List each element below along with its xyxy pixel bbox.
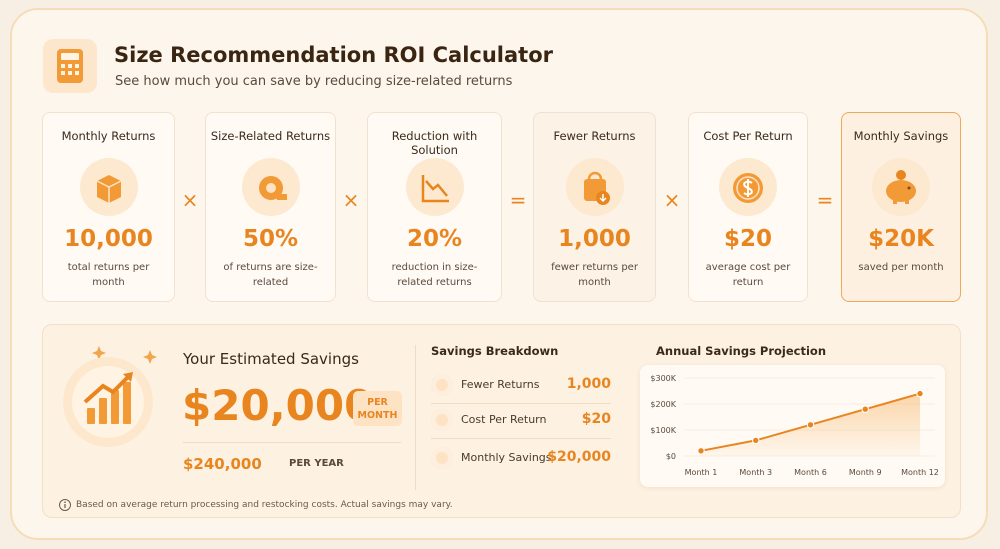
subtitle: See how much you can save by reducing si…	[115, 74, 513, 89]
breakdown-label: Fewer Returns	[461, 378, 540, 391]
period-badge: PER MONTH	[353, 391, 402, 426]
annual-amount: $240,000	[183, 455, 262, 473]
x-tick-label: Month 1	[685, 468, 718, 477]
breakdown-label: Monthly Savings	[461, 451, 552, 464]
annual-period: PER YEAR	[289, 458, 344, 469]
breakdown-value: $20	[581, 411, 611, 427]
operator: ×	[181, 188, 199, 212]
step-icon	[241, 158, 300, 216]
breakdown-icon	[431, 374, 453, 396]
step-caption: average cost per return	[705, 262, 791, 288]
step-label: Size-Related Returns	[210, 129, 331, 143]
x-tick-label: Month 3	[739, 468, 772, 477]
chart-title: Annual Savings Projection	[656, 344, 827, 358]
step-caption: total returns per month	[67, 262, 150, 288]
step-caption: saved per month	[858, 262, 944, 273]
step-label: Fewer Returns	[553, 129, 636, 143]
step-card: Fewer Returns 1,000 fewer returns per mont…	[533, 112, 656, 302]
savings-heading: Your Estimated Savings	[183, 350, 359, 368]
step-value: 10,000	[64, 226, 153, 252]
breakdown-value: $20,000	[547, 449, 611, 465]
title: Size Recommendation ROI Calculator	[114, 43, 553, 67]
step-label: Monthly Returns	[61, 129, 156, 143]
separator	[183, 442, 401, 443]
point	[861, 405, 869, 413]
point	[916, 389, 924, 398]
operator: =	[509, 188, 527, 212]
point	[697, 447, 705, 455]
step-card: Monthly Savings $20K saved per month	[841, 112, 961, 302]
point	[806, 421, 815, 429]
separator	[431, 403, 611, 404]
step-value: 1,000	[558, 226, 631, 252]
step-icon	[872, 158, 930, 216]
separator	[431, 438, 611, 439]
y-tick-label: $100K	[650, 426, 676, 435]
step-card: Reduction with Solution 20% reduction in s…	[367, 112, 502, 302]
step-caption: fewer returns per month	[551, 262, 638, 288]
step-caption: of returns are size-related	[223, 262, 318, 288]
step-card: Monthly Returns 10,000 total returns per m…	[42, 112, 175, 302]
step-label: Monthly Savings	[853, 129, 949, 143]
y-tick-label: $300K	[650, 374, 676, 383]
step-value: 50%	[242, 226, 299, 252]
step-caption: reduction in size-related returns	[391, 262, 478, 288]
breakdown-label: Cost Per Return	[461, 413, 547, 426]
breakdown-icon	[431, 409, 453, 431]
step-card: Size-Related Returns 50% of returns are si…	[205, 112, 336, 302]
x-tick-label: Month 6	[794, 468, 827, 477]
x-tick-label: Month 12	[901, 468, 939, 477]
divider	[415, 345, 416, 490]
footnote: Based on average return processing and r…	[76, 500, 453, 510]
step-card: Cost Per Return $20 average cost per retur…	[688, 112, 808, 302]
step-icon	[79, 158, 138, 216]
y-tick-label: $200K	[650, 400, 676, 409]
operator: ×	[663, 188, 681, 212]
step-label: Cost Per Return	[703, 129, 793, 143]
step-icon	[565, 158, 624, 216]
y-tick-label: $0	[666, 452, 676, 461]
savings-icon	[63, 346, 157, 447]
point	[752, 436, 760, 445]
app-icon	[43, 39, 97, 93]
breakdown-title: Savings Breakdown	[431, 344, 559, 358]
breakdown-value: 1,000	[566, 376, 611, 392]
step-label: Reduction with Solution	[391, 129, 478, 157]
step-value: $20K	[868, 226, 934, 252]
step-value: 20%	[406, 226, 463, 252]
step-icon	[405, 158, 464, 216]
info-icon	[59, 499, 71, 511]
savings-amount: $20,000	[182, 381, 374, 430]
step-icon	[719, 158, 777, 216]
step-value: $20	[723, 226, 772, 252]
operator: =	[816, 188, 834, 212]
breakdown-icon	[431, 447, 453, 469]
x-tick-label: Month 9	[849, 468, 882, 477]
operator: ×	[342, 188, 360, 212]
